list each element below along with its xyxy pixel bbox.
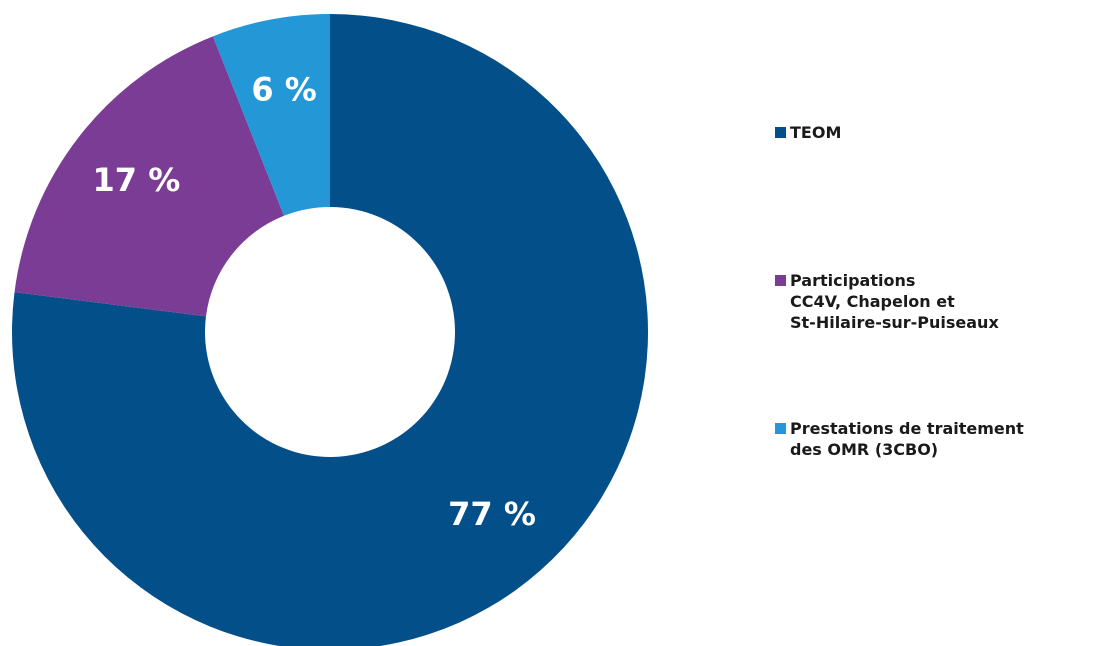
legend-item: Participations CC4V, Chapelon et St-Hila… xyxy=(775,270,999,333)
legend-swatch xyxy=(775,423,786,434)
legend-item: TEOM xyxy=(775,122,841,143)
slice-label: 6 % xyxy=(251,70,316,108)
legend-item: Prestations de traitement des OMR (3CBO) xyxy=(775,418,1024,460)
donut-slice xyxy=(212,14,330,216)
slice-label: 77 % xyxy=(448,495,536,533)
legend-label: TEOM xyxy=(790,123,842,142)
legend-label: Prestations de traitement des OMR (3CBO) xyxy=(790,419,1024,459)
legend-swatch xyxy=(775,275,786,286)
slice-label: 17 % xyxy=(93,161,181,199)
legend-label: Participations CC4V, Chapelon et St-Hila… xyxy=(790,271,999,332)
donut-slice xyxy=(14,36,284,317)
legend-swatch xyxy=(775,127,786,138)
donut-slice xyxy=(12,14,648,646)
